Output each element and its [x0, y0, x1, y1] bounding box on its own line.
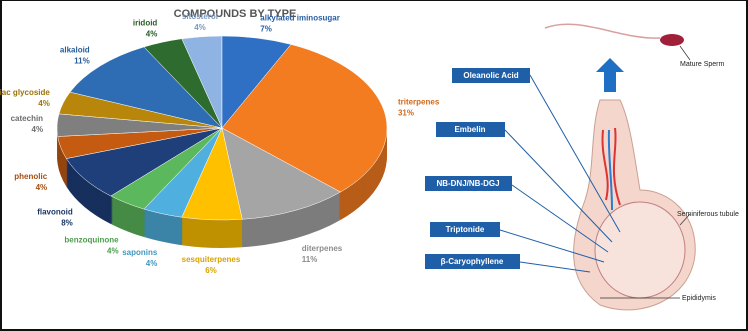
sperm-tail — [544, 23, 661, 39]
vessel — [601, 127, 621, 206]
pointer — [679, 45, 691, 61]
slice-label: cardiac glycoside — [0, 88, 50, 97]
label: Epididymis — [682, 295, 716, 302]
value-label: 7% — [260, 25, 272, 34]
value-label: 4% — [146, 29, 158, 38]
slice-label: catechin — [11, 114, 44, 123]
compound-box — [436, 122, 505, 137]
label: Mature Sperm — [680, 61, 725, 68]
slice-label: alkaloid — [60, 46, 90, 55]
connector — [511, 184, 609, 253]
tubules — [594, 201, 686, 299]
slice-label: sesquiterpenes — [182, 255, 241, 264]
connector — [529, 74, 621, 233]
slice — [143, 38, 223, 129]
value-label: 4% — [36, 183, 48, 192]
slice-label: diterpenes — [302, 244, 343, 253]
compound-box — [425, 254, 520, 269]
value-label: 11% — [302, 255, 318, 264]
slice — [221, 127, 341, 220]
value-label: 11% — [74, 57, 90, 66]
slice-label: saponins — [122, 248, 158, 257]
chart-title: COMPOUNDS BY TYPE — [174, 8, 297, 20]
compound: NB-DNJ/NB-DGJ — [436, 179, 499, 188]
value-label: 4% — [194, 23, 206, 32]
compound-box — [430, 222, 500, 237]
value-label: 8% — [61, 219, 73, 228]
value-label: 4% — [107, 247, 119, 256]
pointer — [679, 213, 691, 226]
compound-box — [425, 176, 512, 191]
arrow-up — [596, 58, 624, 92]
value-label: 4% — [38, 99, 50, 108]
value-label: 4% — [146, 259, 158, 268]
compound-box — [452, 68, 530, 83]
value-label: 4% — [32, 125, 44, 134]
connector — [519, 261, 591, 273]
compound: Oleanolic Acid — [463, 71, 518, 80]
slice-label: sitosterol — [182, 12, 218, 21]
compound: β-Caryophyllene — [441, 257, 504, 266]
pie-chart: sitosterol 4% alkylated iminosugar 7% triter… — [0, 12, 440, 275]
slice-label: triterpenes — [398, 98, 440, 107]
value-label: 31% — [398, 109, 414, 118]
slice — [69, 46, 223, 129]
slice-label: alkylated iminosugar — [260, 14, 340, 23]
slice-label: phenolic — [14, 172, 47, 181]
sperm-head — [660, 34, 684, 46]
compound: Triptonide — [446, 225, 485, 234]
label: Seminiferous tubule — [677, 211, 739, 218]
slice-label: iridoid — [133, 18, 158, 27]
connector — [499, 229, 605, 263]
vessel — [607, 129, 613, 211]
connector — [504, 129, 613, 243]
slice-label: benzoquinone — [64, 236, 119, 245]
slice-label: flavonoid — [37, 208, 73, 217]
compound: Embelin — [454, 125, 485, 134]
value-label: 6% — [205, 266, 217, 275]
diagram: Mature Sperm Seminiferous tubule Epididy… — [425, 23, 739, 311]
slice — [221, 44, 388, 193]
